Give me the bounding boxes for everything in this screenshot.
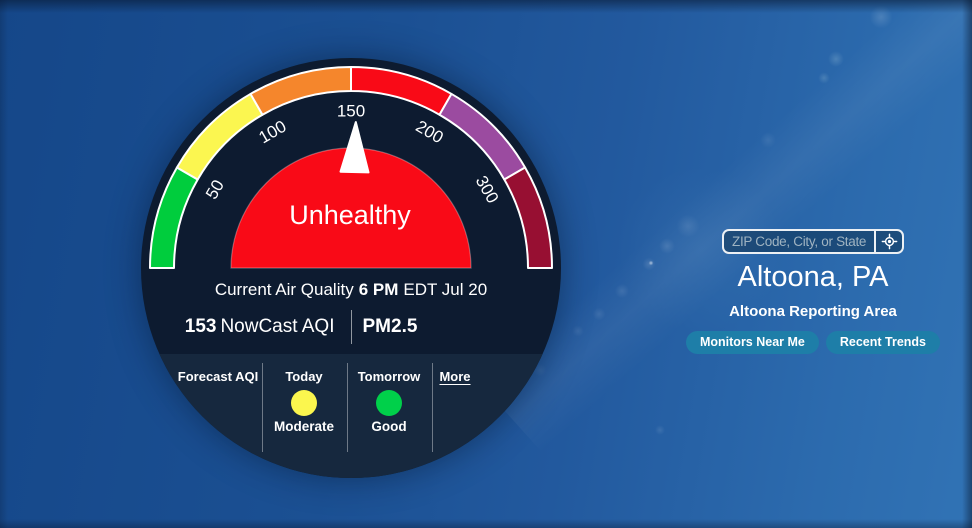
gauge-needle — [339, 121, 370, 174]
locate-me-button[interactable] — [874, 231, 902, 252]
nowcast-label: NowCast AQI — [220, 316, 335, 337]
search-input[interactable] — [724, 231, 874, 252]
gps-crosshair-icon — [881, 233, 897, 250]
tick-50: 50 — [202, 177, 228, 203]
forecast-category-tomorrow: Good — [371, 419, 407, 434]
current-prefix: Current Air Quality — [214, 280, 354, 299]
forecast-divider — [432, 363, 433, 452]
location-panel: Altoona, PA Altoona Reporting Area Monit… — [685, 229, 941, 354]
tick-100: 100 — [255, 117, 289, 148]
pollutant-label: PM2.5 — [362, 316, 418, 337]
forecast-more-link[interactable]: More — [439, 369, 471, 384]
gauge-segment-good — [149, 166, 199, 269]
nowcast-value: 153 — [184, 316, 217, 337]
city-title: Altoona, PA — [737, 261, 889, 293]
tick-300: 300 — [472, 172, 503, 206]
forecast-divider — [347, 363, 348, 452]
nowcast-row: 153 NowCast AQI PM2.5 — [141, 308, 561, 346]
forecast-dot-tomorrow — [376, 390, 402, 416]
current-time: 6 PM — [358, 280, 399, 299]
tick-150: 150 — [337, 102, 365, 121]
gauge-segment-unhealthy — [350, 66, 453, 116]
forecast-dot-today — [291, 390, 317, 416]
location-buttons: Monitors Near Me Recent Trends — [685, 331, 941, 354]
gauge-segment-very-unhealthy — [438, 92, 527, 181]
forecast-day-today: Today — [285, 369, 323, 384]
gauge-segment-hazardous — [503, 166, 553, 269]
aqi-gauge-svg: 50 100 150 200 300 Unhealthy — [149, 66, 553, 269]
recent-trends-button[interactable]: Recent Trends — [825, 331, 941, 354]
tick-200: 200 — [412, 117, 446, 148]
reporting-area-label: Altoona Reporting Area — [729, 303, 897, 320]
monitors-near-me-button[interactable]: Monitors Near Me — [685, 331, 819, 354]
forecast-day-tomorrow: Tomorrow — [357, 369, 421, 384]
condition-label: Unhealthy — [289, 200, 411, 230]
forecast-title: Forecast AQI — [177, 369, 259, 384]
location-search-box — [722, 229, 904, 254]
forecast-category-today: Moderate — [273, 419, 335, 434]
aqi-dial: 50 100 150 200 300 Unhealthy Current Air… — [141, 58, 561, 478]
gauge-segment-moderate — [175, 92, 264, 181]
current-air-quality-line: Current Air Quality 6 PM EDT Jul 20 — [141, 280, 561, 300]
current-tz-date: EDT Jul 20 — [403, 280, 488, 299]
forecast-divider — [262, 363, 263, 452]
